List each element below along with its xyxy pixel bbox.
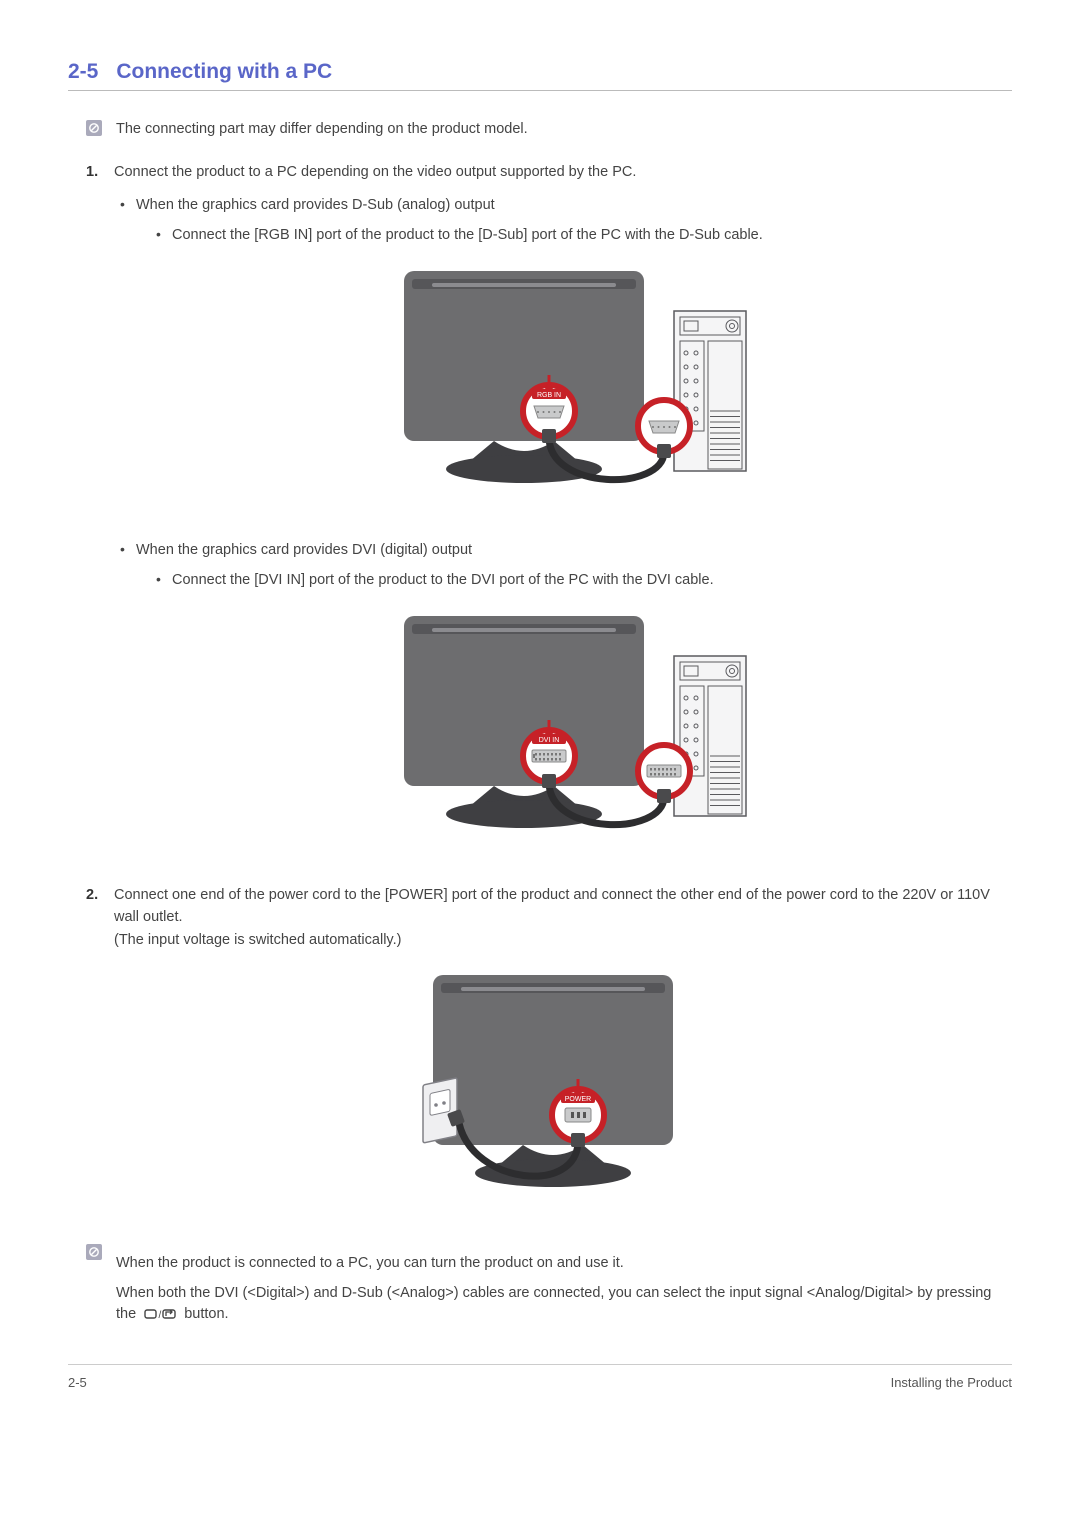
step-1-sub-1-text: When the graphics card provides D-Sub (a… [136, 197, 495, 213]
section-header: 2-5 Connecting with a PC [68, 60, 1012, 91]
svg-text:POWER: POWER [565, 1096, 591, 1103]
footer-left: 2-5 [68, 1375, 87, 1390]
note-top-text: The connecting part may differ depending… [116, 119, 528, 139]
note-bottom-line2a: When both the DVI (<Digital>) and D-Sub … [116, 1285, 991, 1321]
figure-dvi: DVI IN [136, 606, 1012, 856]
figure-rgb: RGB IN [136, 261, 1012, 511]
footer-right: Installing the Product [891, 1375, 1012, 1390]
step-1: Connect the product to a PC depending on… [86, 161, 1012, 855]
note-bottom-line1: When the product is connected to a PC, y… [116, 1253, 1012, 1273]
svg-text:RGB IN: RGB IN [537, 392, 561, 399]
figure-power: POWER [114, 965, 1012, 1215]
page-footer: 2-5 Installing the Product [68, 1364, 1012, 1390]
step-1-text: Connect the product to a PC depending on… [114, 164, 636, 180]
section-title: Connecting with a PC [116, 60, 332, 84]
svg-text:/: / [159, 1310, 162, 1321]
source-button-icon: / [140, 1307, 180, 1321]
step-1-sub-1-detail: Connect the [RGB IN] port of the product… [150, 224, 1012, 246]
note-bottom-line2b: button. [184, 1306, 228, 1322]
step-2: Connect one end of the power cord to the… [86, 884, 1012, 1215]
step-2-extra: (The input voltage is switched automatic… [114, 932, 401, 948]
note-icon [86, 1244, 102, 1260]
step-1-sub-2-text: When the graphics card provides DVI (dig… [136, 542, 472, 558]
step-list: Connect the product to a PC depending on… [86, 161, 1012, 1215]
step-1-sub-2: When the graphics card provides DVI (dig… [114, 539, 1012, 856]
note-top: The connecting part may differ depending… [86, 119, 1012, 139]
section-number: 2-5 [68, 60, 98, 84]
svg-text:DVI IN: DVI IN [539, 737, 560, 744]
step-2-text: Connect one end of the power cord to the… [114, 887, 990, 925]
note-bottom-text: When the product is connected to a PC, y… [116, 1243, 1012, 1324]
note-bottom: When the product is connected to a PC, y… [86, 1243, 1012, 1324]
note-bottom-line2: When both the DVI (<Digital>) and D-Sub … [116, 1283, 1012, 1324]
note-icon [86, 120, 102, 136]
step-1-sub-2-detail: Connect the [DVI IN] port of the product… [150, 569, 1012, 591]
step-1-sub-1: When the graphics card provides D-Sub (a… [114, 194, 1012, 511]
